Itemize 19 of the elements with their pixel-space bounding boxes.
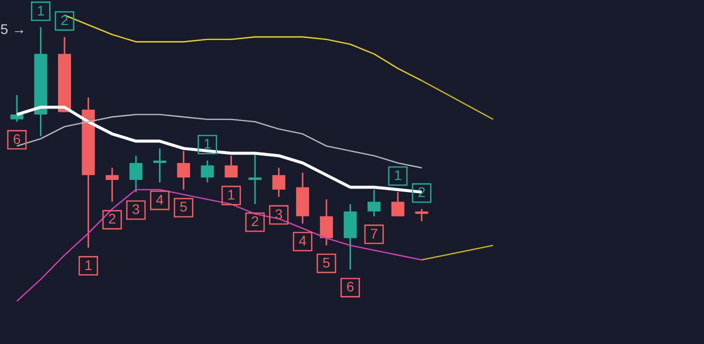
annotation: 1 (203, 136, 212, 152)
annotation: 2 (60, 12, 69, 28)
annotation: 4 (298, 232, 307, 249)
annotation: 5 → (0, 21, 26, 37)
annotation: 2 (418, 184, 426, 200)
annotation: 3 (274, 206, 283, 222)
annotation: 5 (180, 198, 188, 215)
annotation: 7 (370, 225, 378, 242)
annotation: 2 (108, 210, 116, 227)
annotation: 4 (156, 191, 164, 208)
annotation: 1 (227, 186, 236, 203)
annotation: 6 (13, 130, 22, 147)
annotation: 2 (251, 213, 260, 230)
annotation: 1 (36, 2, 45, 18)
annotation: 1 (394, 167, 402, 184)
annotation: 1 (84, 256, 92, 273)
annotation: 6 (346, 278, 354, 295)
annotation: 5 (322, 254, 331, 270)
annotation: 3 (132, 201, 140, 218)
